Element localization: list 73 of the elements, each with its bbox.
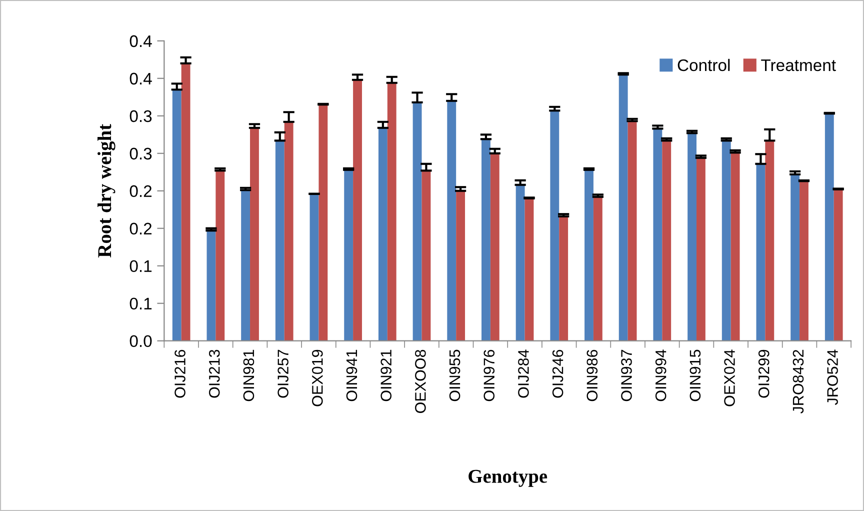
- x-tick-label: OIN921: [380, 350, 392, 402]
- y-tick-label: 0.2: [130, 222, 152, 235]
- bar: [310, 194, 319, 341]
- bar: [730, 152, 740, 341]
- bar: [482, 139, 490, 341]
- x-tick-label: OEXOO8: [415, 350, 426, 413]
- bar: [824, 114, 834, 341]
- legend-label: Treatment: [761, 59, 836, 72]
- bar: [353, 80, 362, 341]
- x-tick-label: OIJ246: [552, 350, 564, 398]
- bar: [756, 164, 766, 341]
- bar: [653, 128, 662, 341]
- bar: [618, 74, 628, 341]
- bar: [559, 216, 568, 341]
- x-tick-label: OIN976: [484, 350, 495, 402]
- bar: [250, 128, 259, 341]
- bar: [378, 128, 388, 341]
- y-tick-label: 0.2: [130, 185, 152, 198]
- bar: [696, 158, 706, 341]
- x-tick-label: OIN981: [243, 350, 254, 402]
- x-tick-label: OIN994: [655, 350, 666, 402]
- bar: [688, 133, 696, 341]
- bar: [834, 189, 843, 341]
- bar: [456, 190, 466, 341]
- x-tick-label: OIN986: [586, 350, 598, 402]
- bar: [318, 104, 328, 341]
- x-tick-label: OIN941: [346, 350, 358, 402]
- bar: [790, 174, 800, 341]
- x-axis-title: Genotype: [468, 470, 548, 487]
- bar: [241, 190, 250, 341]
- bar: [275, 140, 284, 341]
- bar: [216, 170, 225, 341]
- y-tick-label: 0.4: [130, 72, 152, 85]
- y-tick-label: 0.0: [130, 335, 152, 348]
- bar: [172, 90, 182, 341]
- y-tick-label: 0.4: [130, 35, 152, 48]
- y-tick-label: 0.1: [130, 260, 152, 272]
- x-tick-label: OIJ299: [758, 350, 770, 398]
- y-tick-label: 0.1: [130, 298, 152, 310]
- bar: [524, 198, 534, 341]
- x-tick-label: OEX024: [724, 350, 735, 406]
- y-tick-label: 0.3: [130, 148, 152, 160]
- bar: [206, 230, 216, 341]
- bar: [765, 140, 774, 341]
- bar: [447, 100, 456, 341]
- bar: [181, 63, 190, 341]
- x-tick-label: OIJ284: [518, 350, 529, 398]
- bar: [584, 170, 594, 341]
- bar: [662, 140, 672, 341]
- bar: [628, 121, 637, 341]
- x-tick-label: OIJ257: [278, 350, 288, 398]
- bar: [422, 170, 431, 341]
- x-tick-label: JRO524: [827, 350, 838, 405]
- x-tick-label: OIN915: [690, 350, 701, 402]
- bar: [516, 184, 525, 341]
- y-tick-label: 0.3: [130, 110, 152, 122]
- bar: [387, 82, 396, 341]
- bar: [800, 181, 808, 341]
- x-tick-label: OIJ213: [208, 350, 220, 398]
- bar: [490, 153, 500, 341]
- bar: [344, 170, 354, 341]
- x-tick-label: OIJ216: [174, 350, 186, 398]
- x-tick-label: OIN955: [449, 350, 460, 402]
- bar: [284, 122, 294, 341]
- y-axis-title: Root dry weight: [98, 124, 116, 258]
- x-tick-label: OIN937: [621, 350, 632, 402]
- x-tick-label: OEX019: [312, 350, 323, 406]
- bar: [593, 196, 602, 341]
- legend-label: Control: [678, 58, 730, 72]
- bar: [550, 110, 560, 341]
- bar: [722, 140, 731, 341]
- bar: [412, 102, 422, 341]
- x-tick-label: JRO8432: [792, 350, 804, 414]
